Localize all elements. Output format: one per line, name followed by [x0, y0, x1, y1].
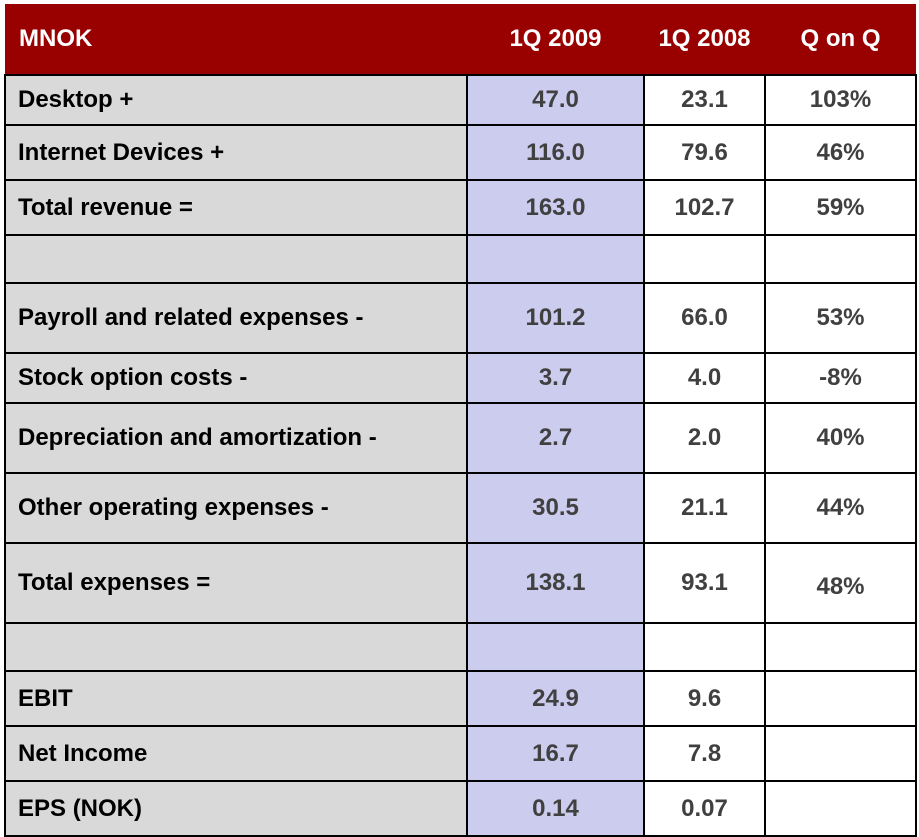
table-header-row: MNOK 1Q 2009 1Q 2008 Q on Q — [5, 4, 916, 75]
table-row: EPS (NOK) 0.14 0.07 — [4, 780, 917, 837]
value-1q-2009: 2.7 — [466, 402, 645, 474]
value-1q-2009: 163.0 — [466, 179, 645, 236]
value-q-on-q — [764, 780, 917, 837]
value-1q-2008: 66.0 — [643, 282, 766, 354]
value-q-on-q: 40% — [764, 402, 917, 474]
row-label: Payroll and related expenses - — [4, 282, 468, 354]
header-1q-2009: 1Q 2009 — [467, 4, 644, 75]
value-1q-2009 — [466, 234, 645, 284]
row-label — [4, 622, 468, 672]
row-label: Desktop + — [4, 74, 468, 126]
row-label: EPS (NOK) — [4, 780, 468, 837]
value-q-on-q: 44% — [764, 472, 917, 544]
spacer-row — [4, 234, 917, 284]
row-label: Internet Devices + — [4, 124, 468, 181]
value-q-on-q — [764, 725, 917, 782]
value-1q-2008: 9.6 — [643, 670, 766, 727]
row-label: Total revenue = — [4, 179, 468, 236]
row-label: Net Income — [4, 725, 468, 782]
value-1q-2008: 7.8 — [643, 725, 766, 782]
header-1q-2008: 1Q 2008 — [644, 4, 765, 75]
table-row: EBIT 24.9 9.6 — [4, 670, 917, 727]
value-q-on-q: 46% — [764, 124, 917, 181]
table-row: Total revenue = 163.0 102.7 59% — [4, 179, 917, 236]
table-row: Total expenses = 138.1 93.1 48% — [4, 542, 917, 624]
value-1q-2008: 79.6 — [643, 124, 766, 181]
value-1q-2008: 21.1 — [643, 472, 766, 544]
table-row: Other operating expenses - 30.5 21.1 44% — [4, 472, 917, 544]
value-1q-2009: 24.9 — [466, 670, 645, 727]
table-row: Depreciation and amortization - 2.7 2.0 … — [4, 402, 917, 474]
row-label: Stock option costs - — [4, 352, 468, 404]
value-q-on-q — [764, 234, 917, 284]
row-label: Depreciation and amortization - — [4, 402, 468, 474]
header-q-on-q: Q on Q — [765, 4, 916, 75]
value-q-on-q: 48% — [764, 542, 917, 624]
table-row: Net Income 16.7 7.8 — [4, 725, 917, 782]
value-1q-2009: 47.0 — [466, 74, 645, 126]
value-1q-2008 — [643, 622, 766, 672]
table-row: Internet Devices + 116.0 79.6 46% — [4, 124, 917, 181]
value-1q-2009: 3.7 — [466, 352, 645, 404]
spacer-row — [4, 622, 917, 672]
row-label: Other operating expenses - — [4, 472, 468, 544]
table-row: Payroll and related expenses - 101.2 66.… — [4, 282, 917, 354]
value-1q-2009: 16.7 — [466, 725, 645, 782]
value-1q-2008: 4.0 — [643, 352, 766, 404]
value-1q-2009: 30.5 — [466, 472, 645, 544]
value-q-on-q: 59% — [764, 179, 917, 236]
value-1q-2009: 116.0 — [466, 124, 645, 181]
value-1q-2009: 101.2 — [466, 282, 645, 354]
header-mnok: MNOK — [5, 4, 467, 75]
value-1q-2008: 93.1 — [643, 542, 766, 624]
value-q-on-q — [764, 670, 917, 727]
value-1q-2009: 0.14 — [466, 780, 645, 837]
row-label: Total expenses = — [4, 542, 468, 624]
value-q-on-q: -8% — [764, 352, 917, 404]
value-1q-2008: 102.7 — [643, 179, 766, 236]
value-1q-2009 — [466, 622, 645, 672]
value-q-on-q: 103% — [764, 74, 917, 126]
row-label — [4, 234, 468, 284]
table-row: Stock option costs - 3.7 4.0 -8% — [4, 352, 917, 404]
table-row: Desktop + 47.0 23.1 103% — [4, 74, 917, 126]
value-q-on-q: 53% — [764, 282, 917, 354]
value-1q-2008 — [643, 234, 766, 284]
financial-summary-table: MNOK 1Q 2009 1Q 2008 Q on Q Desktop + 47… — [4, 4, 917, 837]
value-1q-2008: 23.1 — [643, 74, 766, 126]
value-1q-2008: 0.07 — [643, 780, 766, 837]
value-q-on-q — [764, 622, 917, 672]
value-1q-2008: 2.0 — [643, 402, 766, 474]
value-1q-2009: 138.1 — [466, 542, 645, 624]
row-label: EBIT — [4, 670, 468, 727]
